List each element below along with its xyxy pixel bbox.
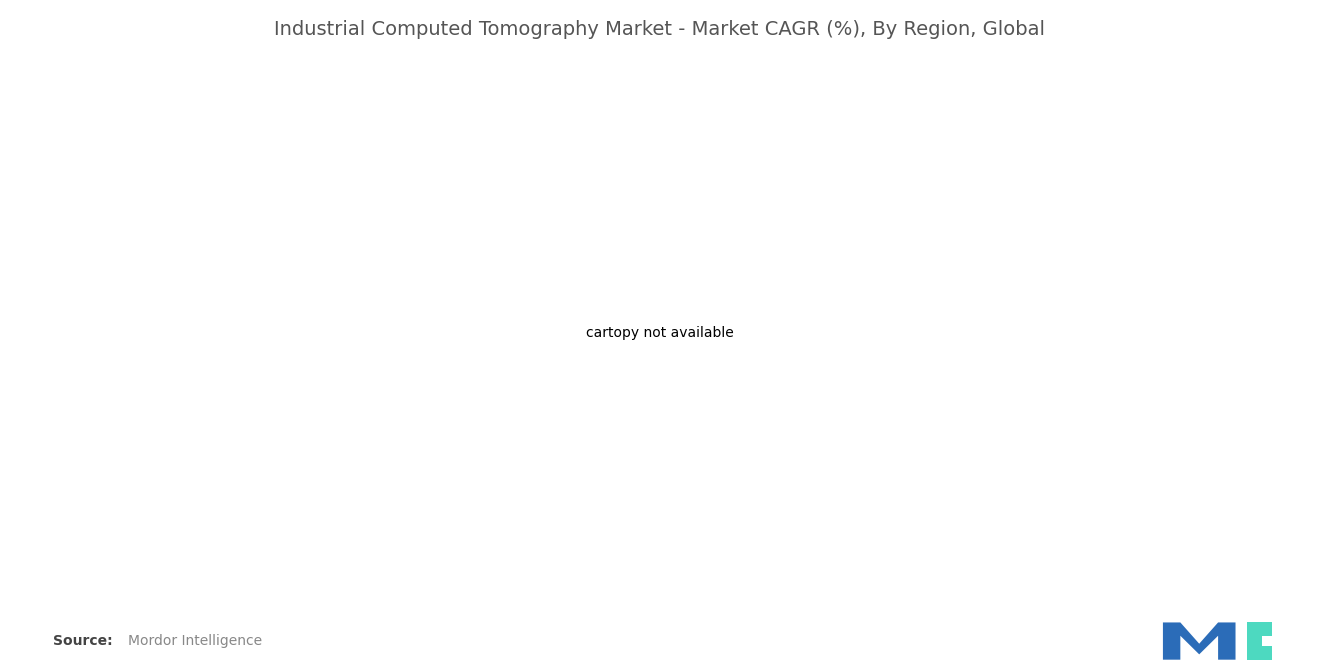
- Polygon shape: [1247, 622, 1271, 660]
- Text: Mordor Intelligence: Mordor Intelligence: [128, 634, 263, 648]
- Text: cartopy not available: cartopy not available: [586, 325, 734, 340]
- Text: Source:: Source:: [53, 634, 112, 648]
- Text: Industrial Computed Tomography Market - Market CAGR (%), By Region, Global: Industrial Computed Tomography Market - …: [275, 20, 1045, 39]
- Polygon shape: [1163, 622, 1236, 660]
